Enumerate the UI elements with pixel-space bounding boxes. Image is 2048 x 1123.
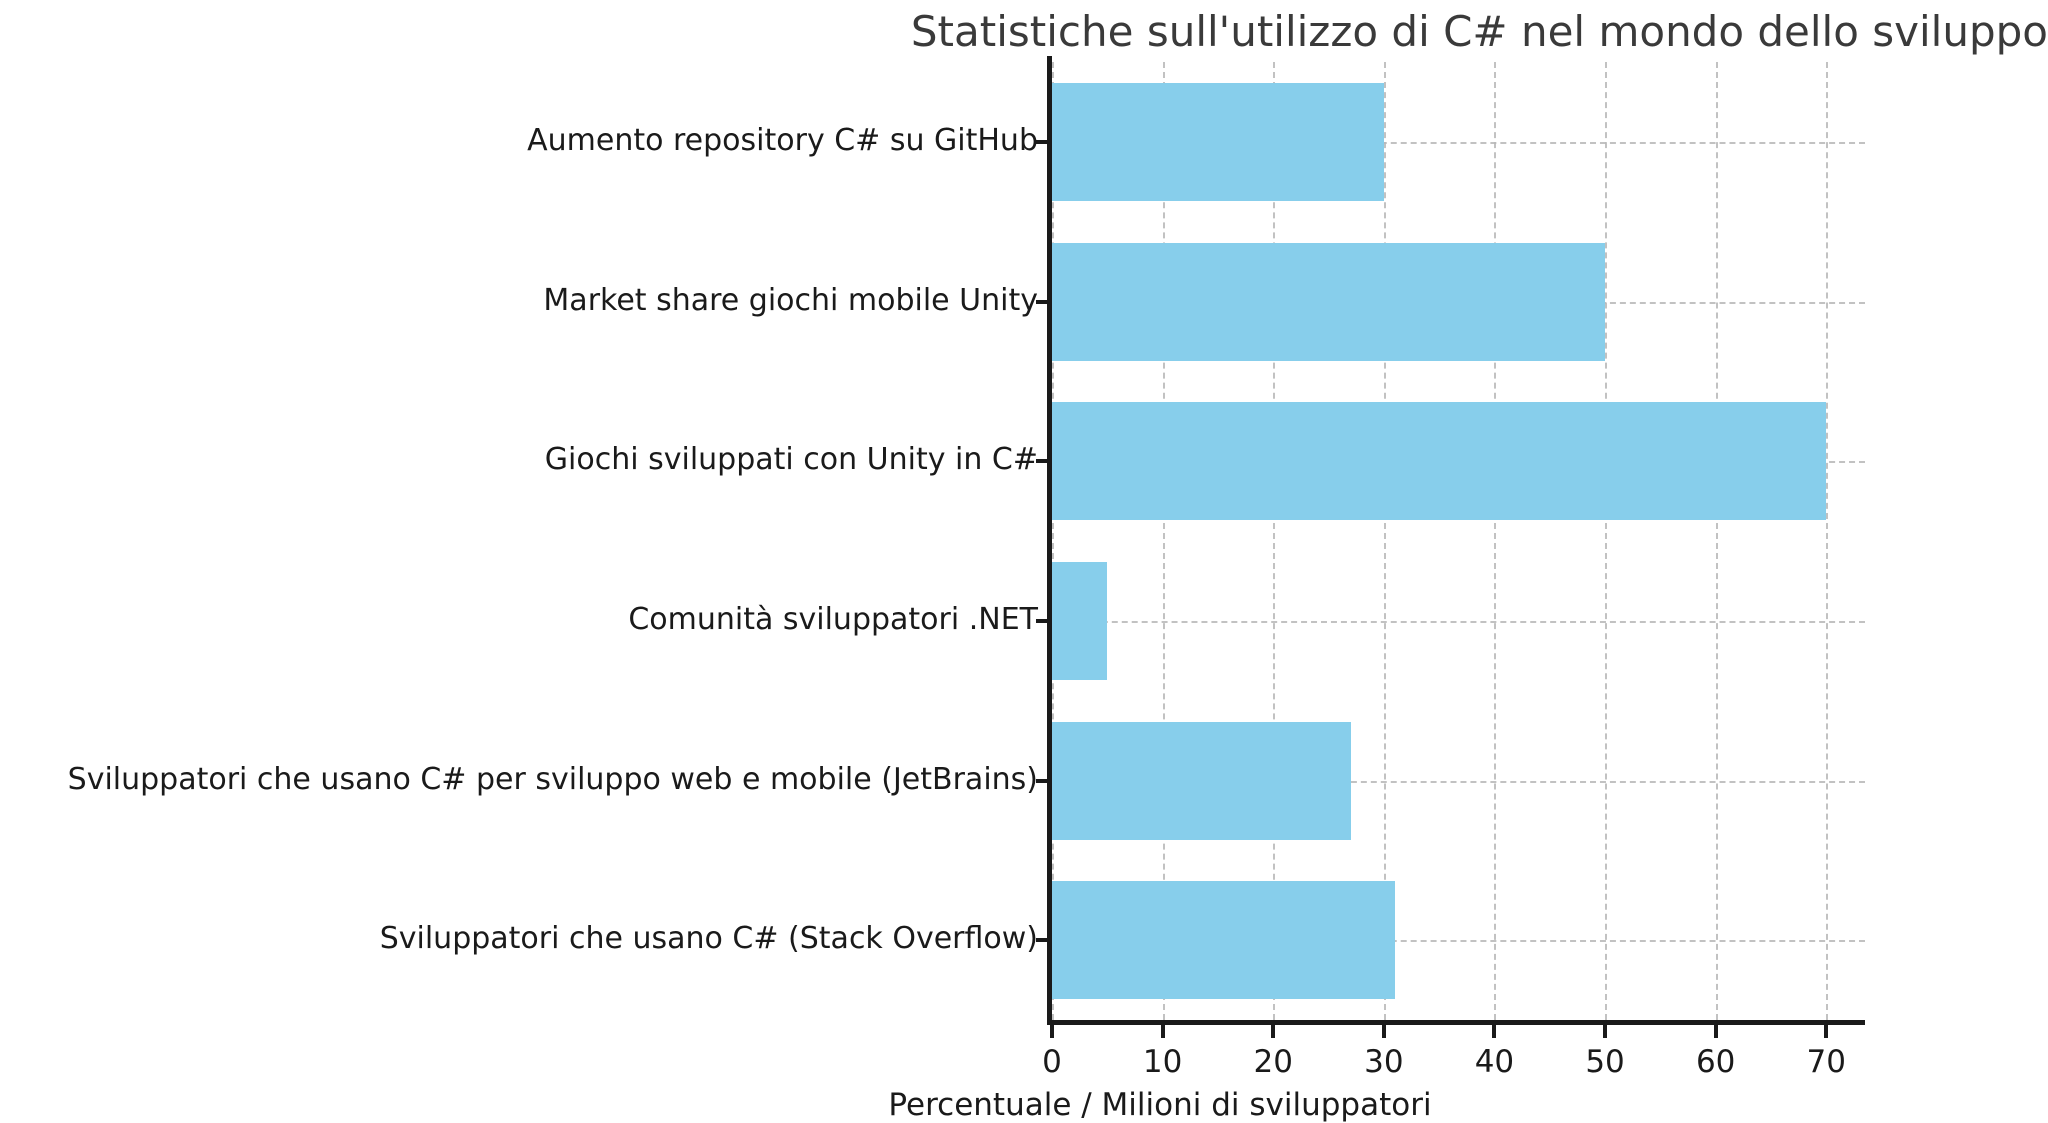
- x-axis-spine: [1047, 1020, 1865, 1025]
- gridline-horizontal: [1052, 780, 1865, 783]
- x-tick-label: 50: [1585, 1044, 1625, 1080]
- bar: [1052, 242, 1606, 361]
- bar: [1052, 82, 1384, 201]
- x-axis-label: Percentuale / Milioni di sviluppatori: [0, 1088, 2048, 1122]
- x-tick-label: 30: [1364, 1044, 1404, 1080]
- x-tick-label: 70: [1806, 1044, 1846, 1080]
- y-tick-mark: [1036, 618, 1048, 623]
- x-tick-label: 0: [1042, 1044, 1062, 1080]
- x-tick-mark: [1824, 1025, 1829, 1038]
- y-tick-mark: [1036, 938, 1048, 943]
- x-tick-mark: [1271, 1025, 1276, 1038]
- gridline-vertical: [1273, 62, 1276, 1020]
- gridline-vertical: [1494, 62, 1497, 1020]
- x-tick-mark: [1050, 1025, 1054, 1038]
- bar: [1052, 561, 1108, 680]
- x-tick-label: 60: [1695, 1044, 1736, 1080]
- y-axis-spine: [1047, 56, 1052, 1024]
- x-tick-label: 20: [1253, 1044, 1293, 1080]
- gridline-vertical: [1826, 62, 1829, 1020]
- bar: [1052, 881, 1395, 1000]
- y-tick-label: Sviluppatori che usano C# per sviluppo w…: [67, 761, 1038, 797]
- gridline-vertical: [1383, 62, 1386, 1020]
- y-tick-mark: [1036, 459, 1048, 464]
- x-axis-label-text: Percentuale / Milioni di sviluppatori: [888, 1087, 1432, 1123]
- gridline-horizontal: [1052, 940, 1865, 943]
- gridline-vertical: [1715, 62, 1718, 1020]
- y-tick-label: Aumento repository C# su GitHub: [527, 122, 1038, 158]
- bar: [1052, 402, 1827, 521]
- y-tick-mark: [1036, 778, 1048, 783]
- x-tick-label: 40: [1474, 1044, 1515, 1080]
- x-tick-mark: [1492, 1025, 1497, 1038]
- x-tick-mark: [1603, 1025, 1608, 1038]
- gridline-vertical: [1052, 62, 1054, 1020]
- bar: [1052, 721, 1351, 840]
- y-tick-label: Giochi sviluppati con Unity in C#: [544, 442, 1038, 478]
- y-tick-mark: [1036, 139, 1048, 144]
- gridline-horizontal: [1052, 141, 1865, 144]
- x-tick-mark: [1381, 1025, 1386, 1038]
- gridline-vertical: [1162, 62, 1165, 1020]
- plot-area: [1052, 62, 1865, 1020]
- x-tick-mark: [1713, 1025, 1718, 1038]
- y-tick-label: Comunità sviluppatori .NET: [628, 601, 1038, 637]
- y-tick-label: Market share giochi mobile Unity: [543, 282, 1038, 318]
- gridline-horizontal: [1052, 620, 1865, 623]
- x-tick-label: 10: [1142, 1044, 1183, 1080]
- chart-title: Statistiche sull'utilizzo di C# nel mond…: [910, 7, 2048, 56]
- x-tick-mark: [1160, 1025, 1165, 1038]
- gridline-vertical: [1605, 62, 1608, 1020]
- y-tick-label: Sviluppatori che usano C# (Stack Overflo…: [379, 921, 1038, 957]
- y-tick-mark: [1036, 299, 1048, 304]
